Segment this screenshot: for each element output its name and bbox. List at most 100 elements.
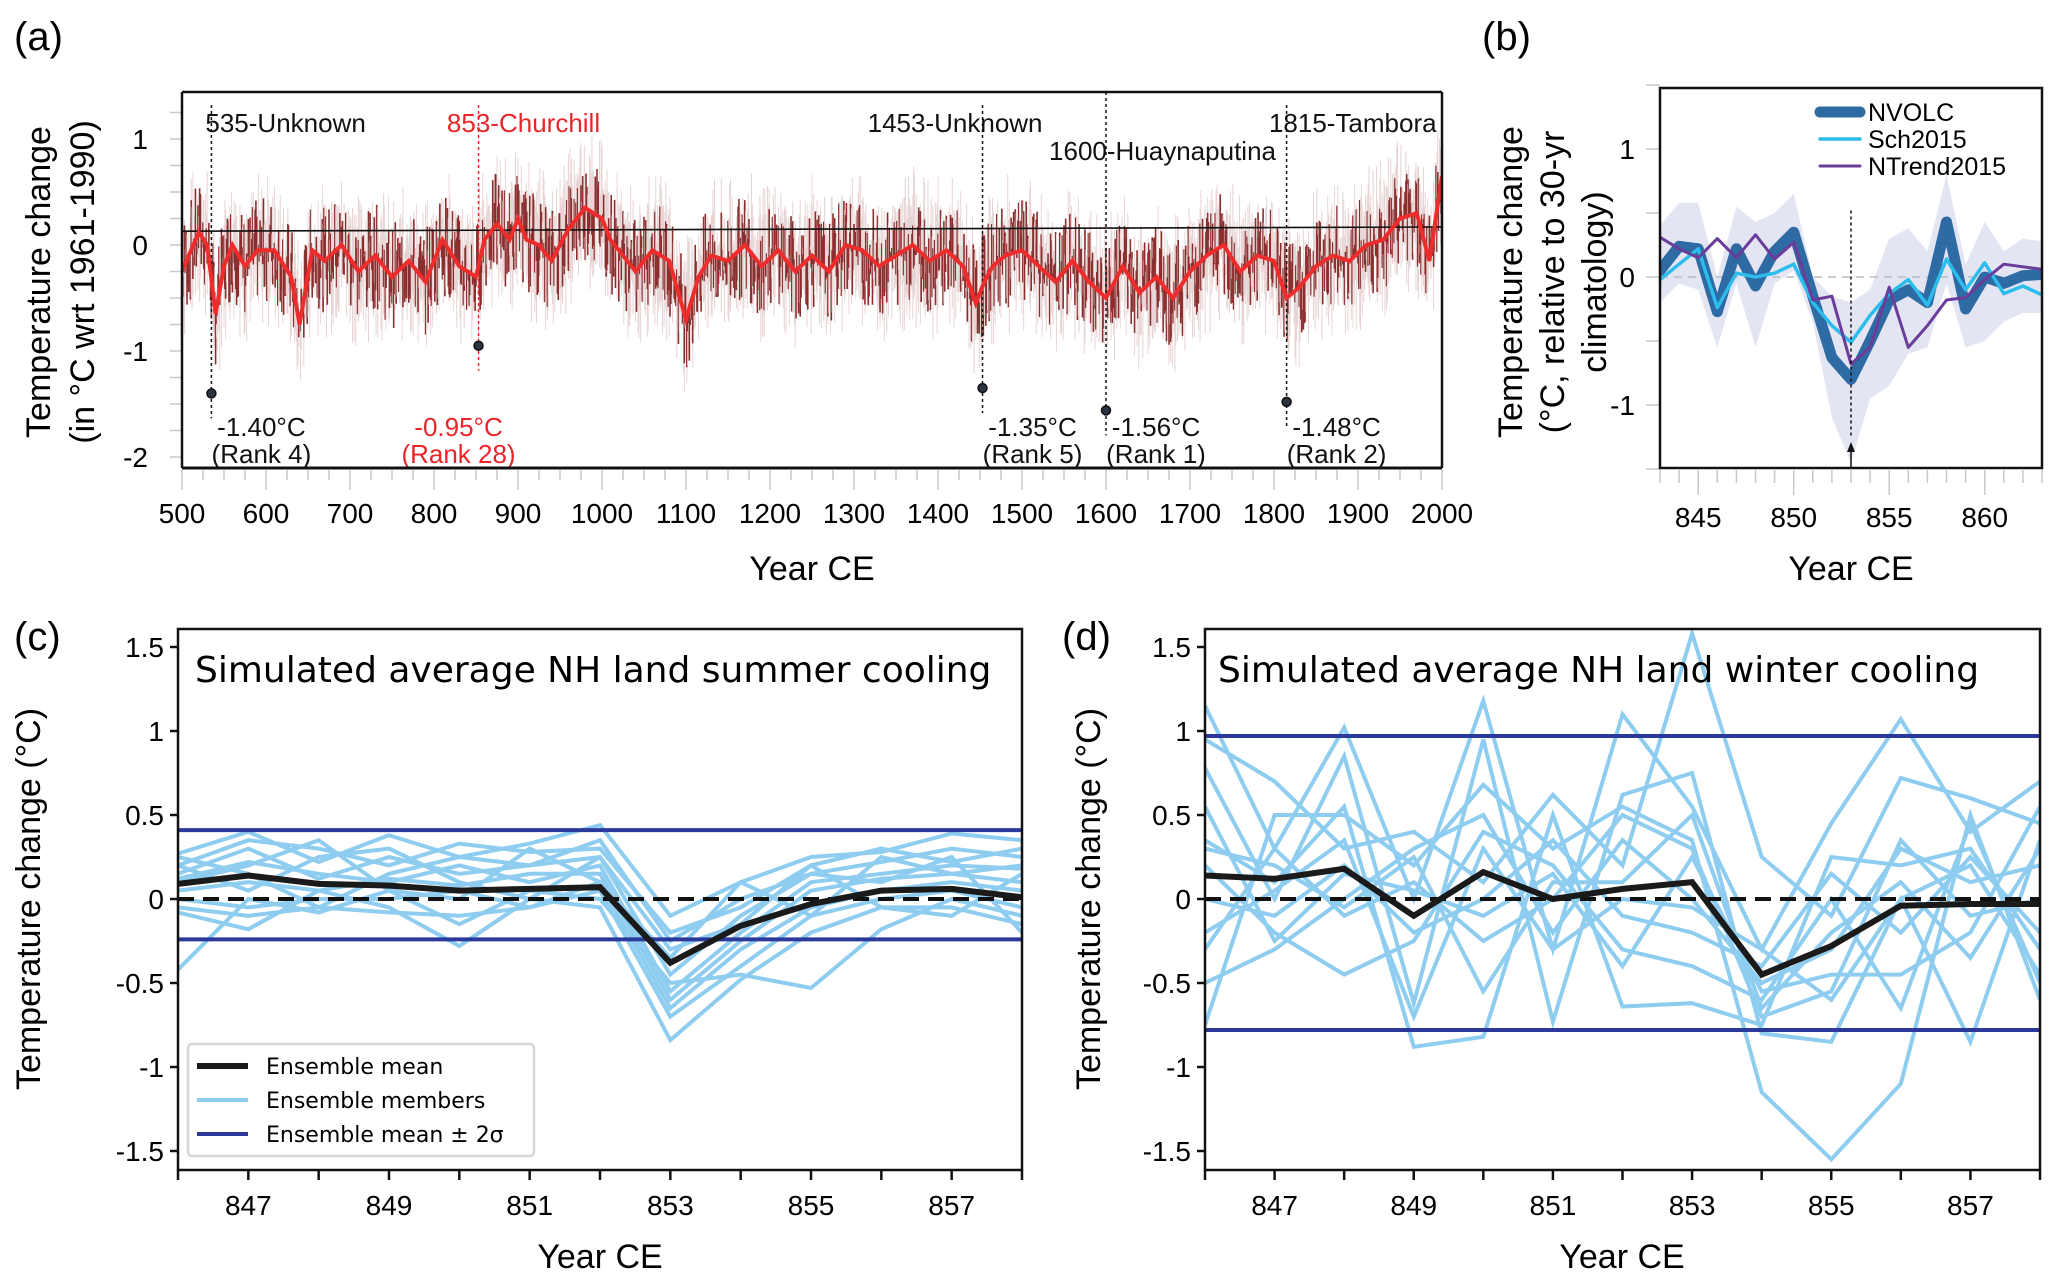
event-value-label: -1.56°C <box>1112 412 1200 442</box>
x-tick-label: 860 <box>1961 502 2008 533</box>
panel-d-winter-cooling: Simulated average NH land winter cooling… <box>1070 627 2042 1276</box>
x-axis-title: Year CE <box>537 1238 662 1276</box>
legend-label: Ensemble mean ± 2σ <box>266 1123 504 1148</box>
x-tick-label: 1600 <box>1075 498 1137 529</box>
event-rank-label: (Rank 28) <box>401 439 515 469</box>
y-tick-label: -0.5 <box>1143 968 1191 999</box>
y-axis-title-line2: (in °C wrt 1961-1990) <box>64 120 102 444</box>
ensemble-member-line <box>1205 818 2040 1013</box>
y-tick-label: -2 <box>123 442 148 473</box>
x-tick-label: 1000 <box>571 498 633 529</box>
y-axis-title-line1: Temperature change <box>20 126 58 438</box>
x-tick-label: 2000 <box>1411 498 1473 529</box>
ensemble-member-line <box>178 859 1022 995</box>
y-axis-title-line1: Temperature change <box>1492 126 1530 438</box>
x-tick-label: 1700 <box>1159 498 1221 529</box>
event-minimum-point <box>1100 405 1112 416</box>
ensemble-member-line <box>178 888 1022 991</box>
x-tick-label: 1500 <box>991 498 1053 529</box>
event-minimum-point <box>473 340 484 351</box>
x-tick-label: 1800 <box>1243 498 1305 529</box>
ensemble-member-line <box>1205 629 2040 919</box>
y-tick-label: -1 <box>123 336 148 367</box>
x-tick-label: 1400 <box>907 498 969 529</box>
x-tick-label: 700 <box>327 498 374 529</box>
legend-label: NTrend2015 <box>1868 153 2006 181</box>
ensemble-member-line <box>178 846 1022 952</box>
x-tick-label: 847 <box>1251 1190 1298 1221</box>
ensemble-member-line <box>1205 837 2040 1022</box>
series-line-sch2015 <box>1660 247 2042 345</box>
legend-label: Ensemble members <box>266 1089 485 1114</box>
x-axis-title: Year CE <box>1559 1238 1684 1276</box>
x-tick-label: 849 <box>366 1190 413 1221</box>
y-tick-label: -1 <box>1610 390 1635 421</box>
event-rank-label: (Rank 1) <box>1106 439 1206 469</box>
ensemble-member-line <box>178 838 1022 935</box>
event-name-label: 1453-Unknown <box>868 108 1043 138</box>
panel-label-d: (d) <box>1062 615 1111 659</box>
ensemble-member-line <box>178 888 1022 1044</box>
ensemble-member-line <box>1205 781 2040 1163</box>
y-tick-label: 1 <box>1619 134 1635 165</box>
x-tick-label: 1200 <box>739 498 801 529</box>
panel-b-853-comparison: 845 850 855 860 1 0 -1 NVOLCSch2015NTrend2015… <box>1492 84 2044 588</box>
ensemble-member-line <box>1205 812 2040 1020</box>
smoothed-series-line <box>182 175 1442 327</box>
x-tick-label: 851 <box>506 1190 553 1221</box>
x-tick-label: 500 <box>159 498 206 529</box>
reference-line <box>181 226 1443 233</box>
y-axis-title: Temperature change (°C) <box>10 708 48 1090</box>
legend-box <box>186 1042 536 1158</box>
event-value-label: -1.35°C <box>988 412 1076 442</box>
y-tick-label: -1 <box>1166 1052 1191 1083</box>
x-axis-title: Year CE <box>1788 550 1913 588</box>
event-arrowhead <box>1847 442 1855 452</box>
ensemble-member-line <box>178 822 1022 919</box>
event-value-label: -1.48°C <box>1292 412 1380 442</box>
x-tick-label: 855 <box>788 1190 835 1221</box>
x-tick-label: 850 <box>1770 502 1817 533</box>
y-tick-label: -1 <box>139 1052 164 1083</box>
x-tick-label: 855 <box>1808 1190 1855 1221</box>
y-tick-label: -1.5 <box>1143 1136 1191 1167</box>
ensemble-member-line <box>1205 694 2040 957</box>
x-tick-label: 851 <box>1530 1190 1577 1221</box>
y-tick-label: 1 <box>148 716 164 747</box>
ensemble-mean-line <box>177 872 1023 967</box>
x-axis-title: Year CE <box>749 550 874 588</box>
y-tick-label: 0 <box>1619 262 1635 293</box>
x-tick-label: 800 <box>411 498 458 529</box>
x-tick-label: 855 <box>1866 502 1913 533</box>
legend-label: Sch2015 <box>1868 126 1967 154</box>
x-tick-label: 900 <box>495 498 542 529</box>
panel-a-reconstruction: 535-Unknown -1.40°C(Rank 4) 853-Churchill -… <box>20 90 1473 588</box>
x-tick-label: 1900 <box>1327 498 1389 529</box>
y-tick-label: -0.5 <box>116 968 164 999</box>
event-name-label: 535-Unknown <box>205 108 365 138</box>
event-value-label: -0.95°C <box>414 412 502 442</box>
x-tick-label: 857 <box>928 1190 975 1221</box>
plot-frame <box>1658 86 2044 470</box>
x-tick-label: 845 <box>1675 502 1722 533</box>
y-tick-label: 1 <box>132 124 148 155</box>
x-tick-label: 849 <box>1390 1190 1437 1221</box>
panel-c-summer-cooling: Simulated average NH land summer cooling… <box>10 627 1024 1276</box>
y-tick-label: 0.5 <box>1152 800 1191 831</box>
event-rank-label: (Rank 4) <box>212 439 312 469</box>
y-tick-label: 0 <box>132 230 148 261</box>
event-name-label: 1815-Tambora <box>1269 108 1437 138</box>
x-tick-label: 853 <box>1669 1190 1716 1221</box>
y-tick-label: 1.5 <box>125 632 164 663</box>
panel-label-b: (b) <box>1482 15 1531 59</box>
ensemble-member-line <box>1205 811 2040 1012</box>
x-tick-label: 600 <box>243 498 290 529</box>
x-tick-label: 853 <box>647 1190 694 1221</box>
y-tick-label: -1.5 <box>116 1136 164 1167</box>
legend-label: Ensemble mean <box>266 1055 443 1080</box>
event-minimum-point <box>206 388 217 399</box>
event-name-label: 853-Churchill <box>447 108 600 138</box>
legend: Ensemble mean Ensemble members Ensemble me… <box>186 1042 536 1158</box>
panel-label-a: (a) <box>14 15 63 59</box>
